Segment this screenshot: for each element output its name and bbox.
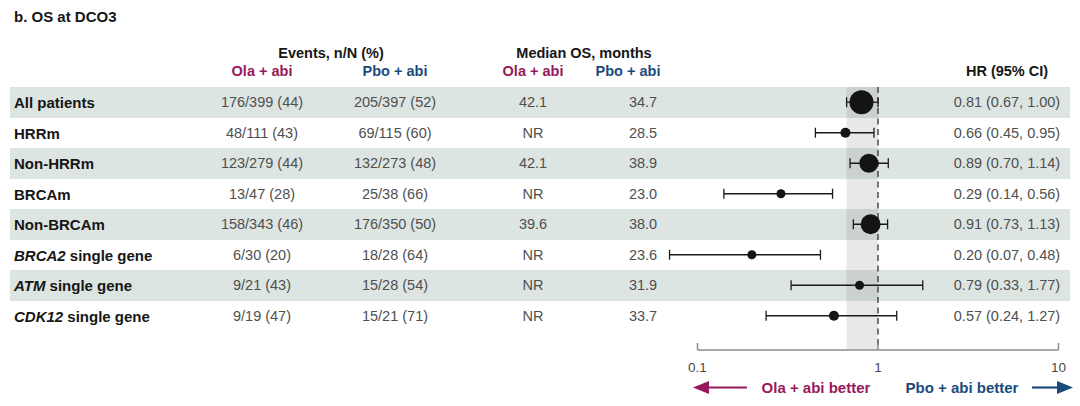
median-pbo-cell: 31.9 xyxy=(629,277,657,293)
median-ola-cell: 42.1 xyxy=(519,94,547,110)
events-ola-cell: 176/399 (44) xyxy=(221,94,303,110)
subgroup-label: BRCAm xyxy=(14,185,71,202)
median-ola-cell: NR xyxy=(523,247,544,263)
median-pbo-cell: 33.7 xyxy=(629,308,657,324)
subgroup-label: HRRm xyxy=(14,124,60,141)
events-ola-cell: 123/279 (44) xyxy=(221,155,303,171)
table-row: BRCAm 13/47 (28) 25/38 (66) NR 23.0 0.29 (0.1… xyxy=(10,179,1070,210)
table-row: Non-BRCAm 158/343 (46) 176/350 (50) 39.6 38.… xyxy=(10,209,1070,240)
events-ola-cell: 48/111 (43) xyxy=(226,125,298,141)
table-row: HRRm 48/111 (43) 69/115 (60) NR 28.5 0.66 (0.… xyxy=(10,118,1070,149)
hr-ci-cell: 0.29 (0.14, 0.56) xyxy=(954,186,1060,202)
events-pbo-cell: 18/28 (64) xyxy=(362,247,428,263)
subgroup-label: All patients xyxy=(14,94,95,111)
hr-ci-cell: 0.20 (0.07, 0.48) xyxy=(954,247,1060,263)
median-ola-cell: NR xyxy=(523,125,544,141)
median-pbo-cell: 28.5 xyxy=(629,125,657,141)
median-ola-cell: NR xyxy=(523,308,544,324)
table-row: CDK12 single gene 9/19 (47) 15/21 (71) NR 33… xyxy=(10,301,1070,332)
median-pbo-cell: 23.0 xyxy=(629,186,657,202)
events-pbo-cell: 132/273 (48) xyxy=(354,155,436,171)
hr-ci-cell: 0.91 (0.73, 1.13) xyxy=(954,216,1060,232)
hr-ci-cell: 0.66 (0.45, 0.95) xyxy=(954,125,1060,141)
events-pbo-cell: 25/38 (66) xyxy=(362,186,428,202)
events-ola-cell: 9/19 (47) xyxy=(233,308,291,324)
events-pbo-cell: 69/115 (60) xyxy=(358,125,431,141)
median-ola-cell: 42.1 xyxy=(519,155,547,171)
median-ola-cell: NR xyxy=(523,277,544,293)
events-pbo-cell: 176/350 (50) xyxy=(354,216,436,232)
median-ola-cell: NR xyxy=(523,186,544,202)
table-row: BRCA2 single gene 6/30 (20) 18/28 (64) NR 23… xyxy=(10,240,1070,271)
hr-ci-cell: 0.79 (0.33, 1.77) xyxy=(954,277,1060,293)
events-ola-cell: 6/30 (20) xyxy=(233,247,291,263)
median-pbo-cell: 38.9 xyxy=(629,155,657,171)
events-pbo-cell: 205/397 (52) xyxy=(354,94,436,110)
events-pbo-cell: 15/28 (54) xyxy=(362,277,428,293)
subgroup-label: Non-BRCAm xyxy=(14,216,105,233)
table-row: Non-HRRm 123/279 (44) 132/273 (48) 42.1 38.9… xyxy=(10,148,1070,179)
events-ola-cell: 13/47 (28) xyxy=(229,186,295,202)
forest-plot-figure: b. OS at DCO3 Events, n/N (%) Median OS,… xyxy=(0,0,1080,406)
table-row: ATM single gene 9/21 (43) 15/28 (54) NR 31.9… xyxy=(10,270,1070,301)
events-ola-cell: 158/343 (46) xyxy=(221,216,303,232)
table-row: All patients 176/399 (44) 205/397 (52) 42.1… xyxy=(10,87,1070,118)
hr-ci-cell: 0.89 (0.70, 1.14) xyxy=(954,155,1060,171)
median-pbo-cell: 23.6 xyxy=(629,247,657,263)
subgroup-label: BRCA2 single gene xyxy=(14,246,152,263)
subgroup-rows: All patients 176/399 (44) 205/397 (52) 42.1… xyxy=(0,0,1080,406)
subgroup-label: CDK12 single gene xyxy=(14,307,150,324)
median-pbo-cell: 34.7 xyxy=(629,94,657,110)
subgroup-label: ATM single gene xyxy=(14,277,132,294)
median-ola-cell: 39.6 xyxy=(519,216,547,232)
events-pbo-cell: 15/21 (71) xyxy=(362,308,428,324)
hr-ci-cell: 0.81 (0.67, 1.00) xyxy=(954,94,1060,110)
median-pbo-cell: 38.0 xyxy=(629,216,657,232)
events-ola-cell: 9/21 (43) xyxy=(233,277,291,293)
subgroup-label: Non-HRRm xyxy=(14,155,94,172)
hr-ci-cell: 0.57 (0.24, 1.27) xyxy=(954,308,1060,324)
